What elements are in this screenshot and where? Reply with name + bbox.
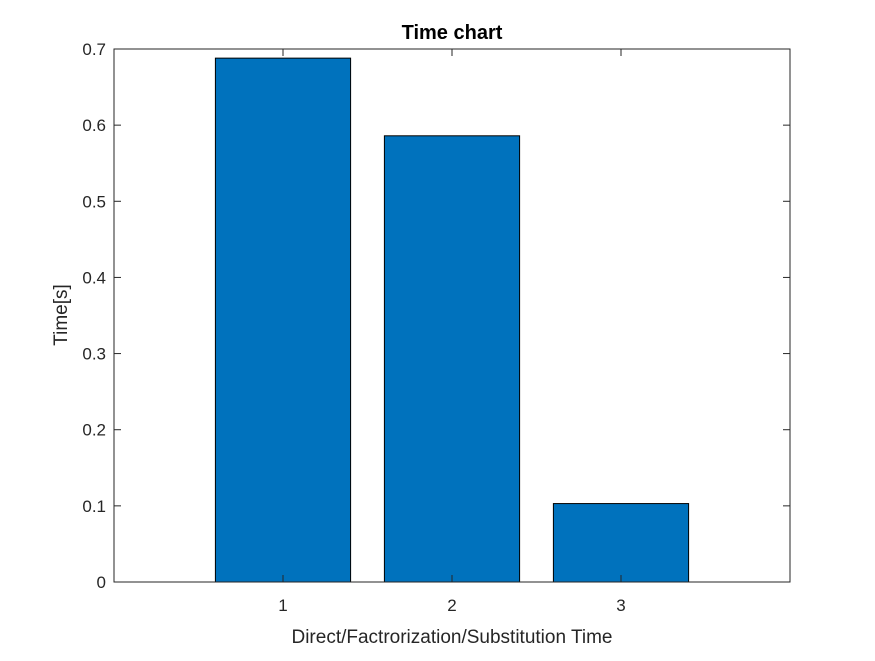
x-tick-label-2: 2 (447, 596, 456, 615)
y-tick-label-6: 0.6 (82, 116, 106, 135)
bar-3 (552, 503, 690, 583)
tick-labels-layer: 1 2 3 0 0.1 0.2 0.3 0.4 0.5 0.6 0.7 (82, 40, 625, 615)
y-tick-label-3: 0.3 (82, 345, 106, 364)
x-axis-label: Direct/Factrorization/Substitution Time (291, 627, 612, 648)
bars-layer (214, 57, 690, 583)
ticks-layer (114, 48, 790, 583)
y-tick-label-1: 0.1 (82, 497, 106, 516)
bar-2 (383, 135, 521, 583)
y-tick-label-5: 0.5 (82, 192, 106, 211)
bar-1 (214, 57, 352, 583)
x-tick-label-3: 3 (616, 596, 625, 615)
y-tick-label-2: 0.2 (82, 421, 106, 440)
x-tick-label-1: 1 (278, 596, 287, 615)
y-tick-label-7: 0.7 (82, 40, 106, 59)
chart-title: Time chart (402, 22, 503, 44)
y-tick-label-4: 0.4 (82, 268, 106, 287)
y-tick-label-0: 0 (97, 573, 106, 592)
y-axis-label: Time[s] (51, 284, 72, 346)
